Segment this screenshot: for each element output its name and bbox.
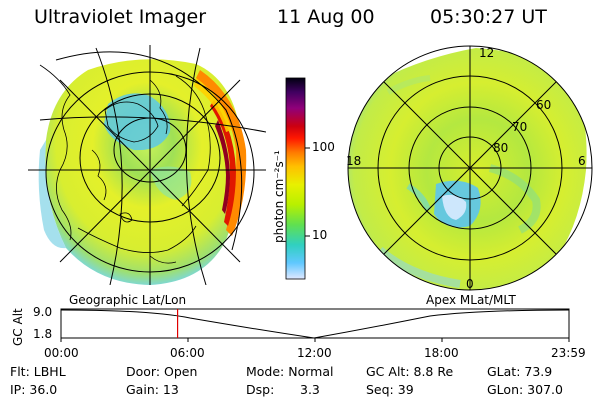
status-gc-alt: GC Alt: 8.8 Re: [366, 364, 454, 379]
status-gain: Gain: 13: [126, 382, 179, 397]
time-tick-0600: 06:00: [170, 346, 205, 360]
status-glon: GLon: 307.0: [487, 382, 563, 397]
time-tick-0000: 00:00: [44, 346, 79, 360]
gc-alt-axis-label: GC Alt: [11, 308, 25, 346]
mlt-label-6: 6: [578, 154, 586, 168]
status-door: Door: Open: [126, 364, 198, 379]
mlat-label-70: 70: [512, 120, 528, 134]
mlt-label-0: 0: [466, 277, 474, 291]
apex-panel-caption: Apex MLat/MLT: [426, 293, 516, 307]
status-glat: GLat: 73.9: [487, 364, 553, 379]
observation-time: 05:30:27 UT: [430, 6, 547, 28]
colorbar-tick-100: 100: [312, 140, 335, 154]
status-mode: Mode: Normal: [246, 364, 334, 379]
status-dsp-label: Dsp:: [246, 382, 275, 397]
mlat-label-60: 60: [536, 98, 552, 112]
time-tick-2359: 23:59: [551, 346, 586, 360]
time-tick-1200: 12:00: [297, 346, 332, 360]
status-ip: IP: 36.0: [10, 382, 58, 397]
instrument-title: Ultraviolet Imager: [34, 6, 207, 28]
gc-alt-plot: [60, 308, 570, 342]
observation-date: 11 Aug 00: [277, 6, 375, 28]
geographic-map-panel: [28, 45, 266, 285]
geographic-panel-caption: Geographic Lat/Lon: [69, 293, 187, 307]
mlt-label-18: 18: [346, 154, 362, 168]
gc-alt-tick-high: 9.0: [33, 305, 53, 319]
time-tick-1800: 18:00: [424, 346, 459, 360]
colorbar-label: photon cm⁻²s⁻¹: [272, 150, 286, 243]
mlt-label-12: 12: [479, 46, 495, 60]
color-scale-bar: [285, 77, 310, 280]
mlt-polar-panel: [347, 45, 593, 291]
status-filter: Flt: LBHL: [10, 364, 66, 379]
mlat-label-80: 80: [493, 141, 509, 155]
colorbar-tick-10: 10: [312, 228, 328, 242]
status-dsp-value: 3.3: [300, 382, 320, 397]
status-seq: Seq: 39: [366, 382, 414, 397]
gc-alt-tick-low: 1.8: [33, 327, 53, 341]
